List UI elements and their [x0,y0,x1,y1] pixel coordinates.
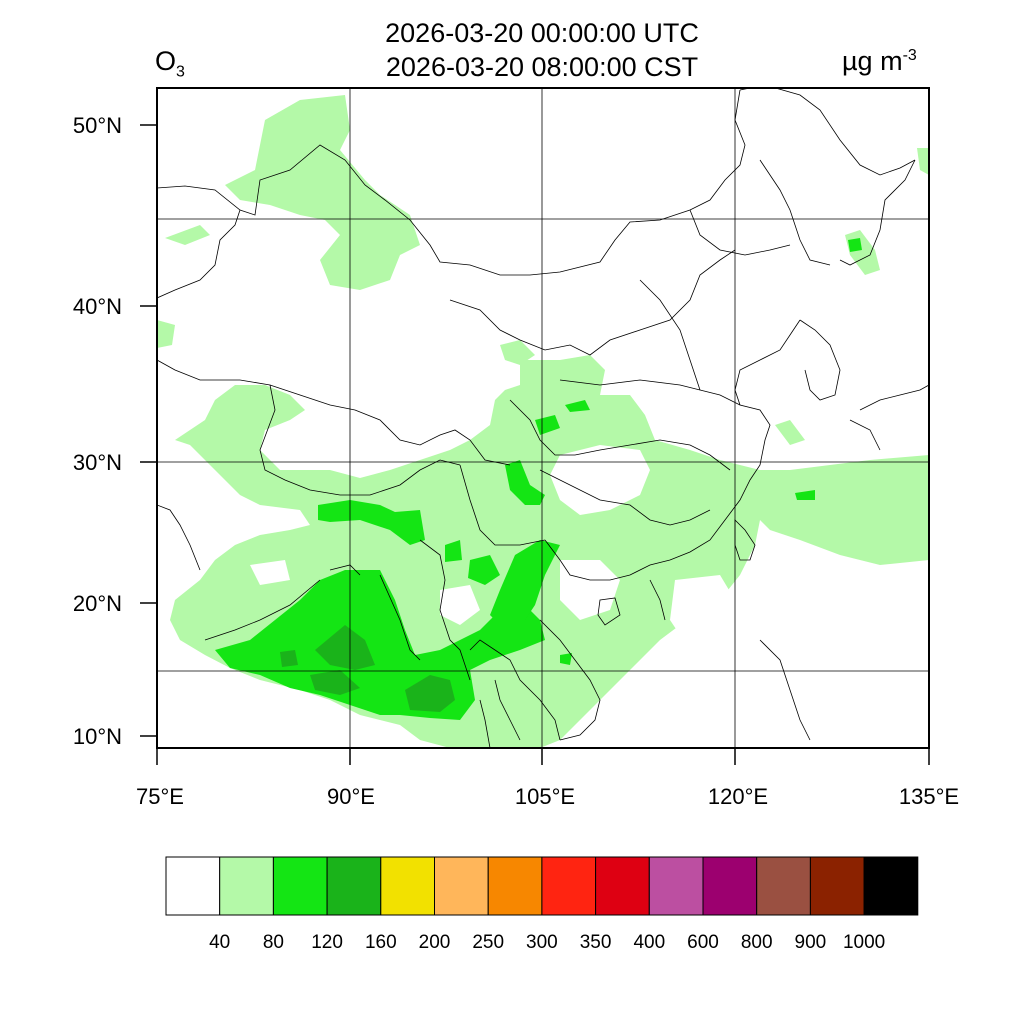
colorbar-tick-label: 900 [794,932,827,953]
title-time-utc: 2026-03-20 00:00:00 UTC [385,18,699,48]
colorbar-tick-label: 160 [364,932,397,953]
ozone-below-40-holes [160,420,735,748]
colorbar-tick-label: 800 [740,932,773,953]
colorbar-swatch [809,856,865,916]
colorbar-tick-label: 1000 [842,932,886,953]
ozone-120-160-areas [280,625,455,712]
colorbar-swatch [487,856,543,916]
axis-ticks [140,124,930,765]
lat-label-20n: 20°N [72,591,122,616]
colorbar-tick-label: 40 [209,932,231,953]
title-time-local: 2026-03-20 08:00:00 CST [385,52,699,82]
colorbar-swatch [326,856,382,916]
species-label: O3 [155,46,185,81]
lat-label-40n: 40°N [72,294,122,319]
colorbar-swatch [434,856,489,916]
colorbar-tick-label: 80 [262,932,284,953]
lon-label-75e: 75°E [136,784,184,809]
colorbar-tick-label: 600 [687,932,719,953]
lon-label-105e: 105°E [514,784,576,809]
colorbar-tick-label: 300 [526,932,558,953]
colorbar-swatch [219,856,274,916]
colorbar-swatch [702,856,758,916]
colorbar-tick-label: 200 [418,932,451,953]
colorbar-tick-label: 120 [311,932,343,953]
colorbar-tick-label: 350 [579,932,612,953]
ozone-80-120-areas [215,238,862,720]
colorbar-swatch [380,856,435,916]
lon-label-135e: 135°E [898,784,960,809]
colorbar-swatch [272,856,328,916]
colorbar-tick-label: 400 [633,932,666,953]
unit-label: µg m-3 [842,46,917,76]
graticule [157,88,929,748]
colorbar [165,856,919,916]
lat-label-50n: 50°N [72,113,122,138]
colorbar-swatch [165,856,221,916]
lat-label-10n: 10°N [72,724,122,749]
colorbar-swatch [756,856,811,916]
lon-label-90e: 90°E [327,784,375,809]
colorbar-swatch [595,856,650,916]
lat-label-30n: 30°N [72,450,122,475]
ozone-field [157,95,929,748]
colorbar-swatch [863,856,919,916]
colorbar-tick-label: 250 [472,932,505,953]
lon-label-120e: 120°E [707,784,769,809]
colorbar-swatch [541,856,597,916]
map-frame [156,87,930,749]
colorbar-swatch [648,856,704,916]
